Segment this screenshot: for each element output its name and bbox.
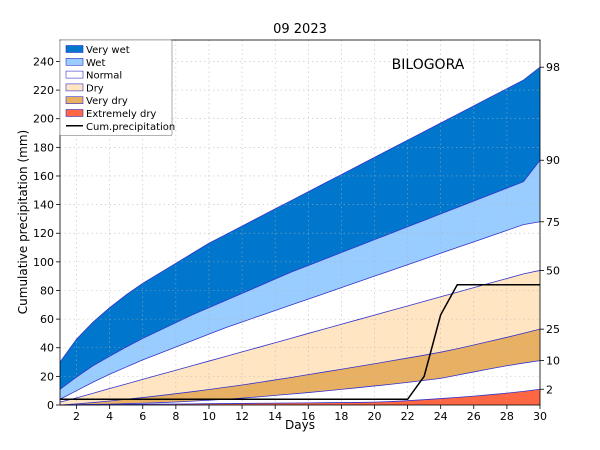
band-wet [60, 160, 540, 400]
legend-swatch-2 [65, 70, 84, 79]
band-normal [60, 221, 540, 403]
band-very-dry [60, 329, 540, 405]
percentile-label-90: 90 [546, 154, 560, 167]
band-dry [60, 270, 540, 405]
grid-lines [60, 40, 541, 406]
legend-swatch-1 [65, 57, 84, 66]
x-tick-label-2: 2 [73, 410, 80, 423]
x-tick-label-20: 20 [367, 410, 381, 423]
x-tick-label-12: 12 [235, 410, 249, 423]
y-axis: 0 20 40 60 80 100 120 140 160 180 200 220 240 [33, 55, 60, 412]
x-tick-label-6: 6 [139, 410, 146, 423]
y-tick-label-160: 160 [33, 170, 54, 183]
percentile-label-50: 50 [546, 264, 560, 277]
x-tick-label-24: 24 [434, 410, 448, 423]
y-tick-label-80: 80 [40, 284, 54, 297]
percentile-lines [59, 66, 541, 406]
y-tick-label-120: 120 [33, 227, 54, 240]
legend-swatch-3 [65, 83, 84, 92]
percentile-line-98 [59, 66, 541, 363]
legend-label-4: Very dry [86, 96, 128, 107]
y-tick-label-40: 40 [40, 342, 54, 355]
percentile-line-10 [59, 360, 541, 406]
legend-label-1: Wet [86, 58, 105, 69]
x-tick-label-28: 28 [500, 410, 514, 423]
percentile-line-50 [59, 270, 541, 403]
x-tick-label-14: 14 [268, 410, 282, 423]
percentile-line-75 [59, 221, 541, 400]
percentile-axis: 2 10 25 50 75 90 98 [540, 61, 560, 396]
y-tick-label-180: 180 [33, 141, 54, 154]
y-tick-label-60: 60 [40, 313, 54, 326]
x-tick-label-30: 30 [533, 410, 547, 423]
band-extremely-dry [60, 389, 540, 405]
legend-label-cum: Cum.precipitation [86, 122, 175, 133]
y-tick-label-140: 140 [33, 199, 54, 212]
y-axis-title: Cumulative precipitation (mm) [16, 130, 30, 314]
cum-precipitation-line [60, 284, 540, 401]
x-tick-label-8: 8 [172, 410, 179, 423]
x-tick-label-4: 4 [106, 410, 113, 423]
y-tick-label-100: 100 [33, 256, 54, 269]
x-axis-title: Days [285, 418, 315, 432]
percentile-label-25: 25 [546, 323, 560, 336]
y-tick-label-200: 200 [33, 113, 54, 126]
plot-frame [59, 39, 541, 406]
percentile-line-2 [59, 388, 541, 406]
y-tick-label-240: 240 [33, 55, 54, 68]
x-tick-label-26: 26 [467, 410, 481, 423]
station-name: BILOGORA [392, 57, 465, 73]
legend-label-0: Very wet [86, 45, 130, 56]
percentile-label-98: 98 [546, 61, 560, 74]
legend-label-3: Dry [86, 83, 104, 94]
legend-swatch-5 [65, 109, 84, 117]
percentile-line-25 [59, 328, 541, 406]
x-tick-label-10: 10 [202, 410, 216, 423]
x-tick-label-16: 16 [301, 410, 315, 423]
x-axis: 2 4 6 8 10 12 14 16 18 20 22 24 26 28 30 [73, 405, 547, 423]
percentile-label-75: 75 [546, 216, 560, 229]
chart-title: 09 2023 [273, 22, 327, 37]
legend-swatch-4 [65, 96, 84, 104]
legend-swatch-0 [65, 45, 84, 53]
x-tick-label-18: 18 [334, 410, 348, 423]
percentile-label-2: 2 [546, 383, 553, 396]
y-tick-label-220: 220 [33, 84, 54, 97]
x-tick-label-22: 22 [401, 410, 415, 423]
legend-label-5: Extremely dry [86, 109, 156, 120]
legend-box [59, 39, 173, 136]
y-tick-label-0: 0 [47, 399, 54, 412]
cum-precipitation-series [60, 284, 540, 401]
legend-label-2: Normal [86, 71, 122, 82]
percentile-label-10: 10 [546, 355, 560, 368]
y-tick-label-20: 20 [40, 370, 54, 383]
band-very-wet [60, 67, 540, 390]
percentile-bands [60, 67, 540, 405]
percentile-line-90 [59, 159, 541, 390]
